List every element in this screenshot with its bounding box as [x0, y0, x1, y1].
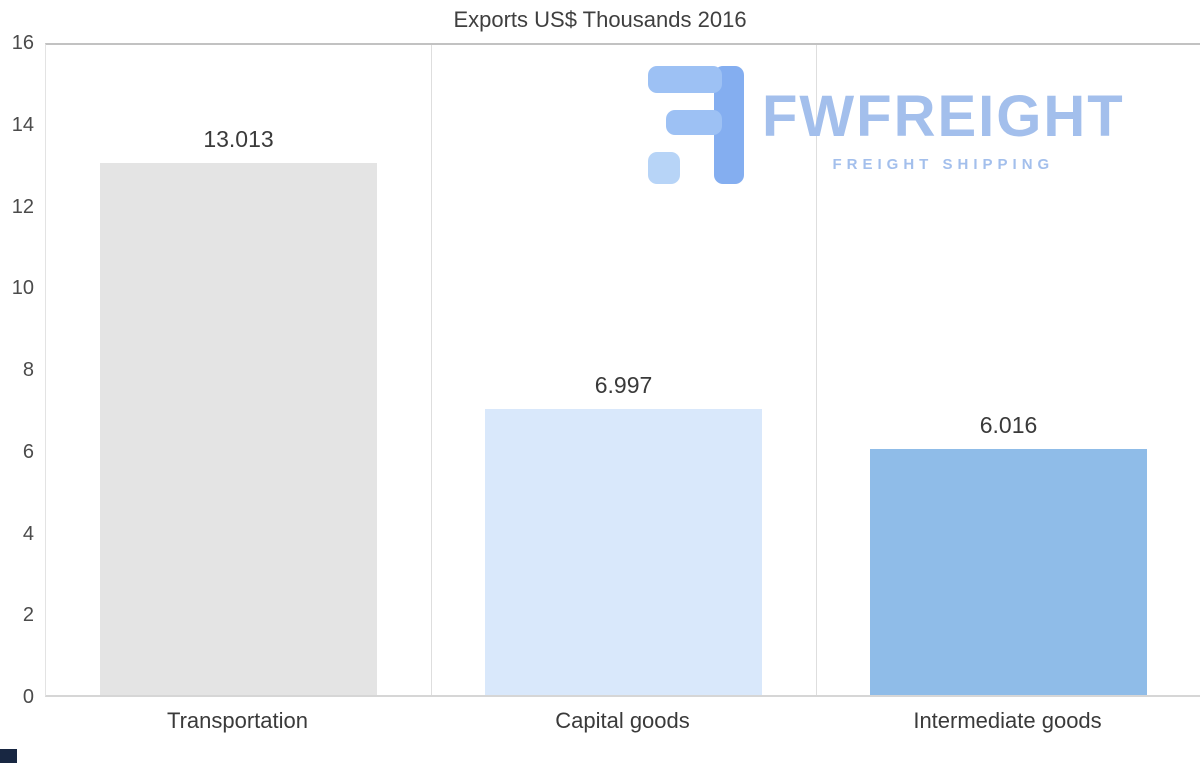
category-label-transportation: Transportation — [166, 708, 309, 733]
y-tick-label: 10 — [11, 277, 34, 300]
bar-value-label: 6.016 — [979, 412, 1038, 438]
y-tick-label: 2 — [22, 604, 34, 627]
vertical-gridline — [431, 45, 432, 695]
category-label-capital-goods: Capital goods — [555, 708, 690, 733]
y-tick-label: 8 — [22, 359, 34, 381]
chart-title: Exports US$ Thousands 2016 — [453, 7, 747, 32]
y-tick-label: 12 — [11, 195, 34, 218]
y-tick-label: 0 — [22, 686, 34, 708]
y-tick-label: 16 — [11, 32, 34, 54]
bar-intermediate-goods — [870, 449, 1147, 695]
plot-area: 13.013 6.997 6.016 — [45, 43, 1200, 697]
y-tick-label: 14 — [11, 113, 34, 136]
vertical-gridline — [816, 45, 817, 695]
y-axis: 0 2 4 6 8 10 12 14 16 — [0, 0, 38, 763]
category-label-intermediate-goods: Intermediate goods — [913, 708, 1102, 733]
bar-transportation — [100, 163, 377, 695]
x-axis: Transportation Capital goods Intermediate … — [45, 707, 1200, 737]
y-tick-label: 6 — [22, 440, 34, 463]
y-tick-label: 4 — [22, 522, 34, 545]
bar-value-label: 13.013 — [203, 126, 274, 152]
bar-value-label: 6.997 — [594, 372, 653, 398]
bottom-left-dark-mark — [0, 749, 17, 763]
bar-capital-goods — [485, 409, 762, 695]
